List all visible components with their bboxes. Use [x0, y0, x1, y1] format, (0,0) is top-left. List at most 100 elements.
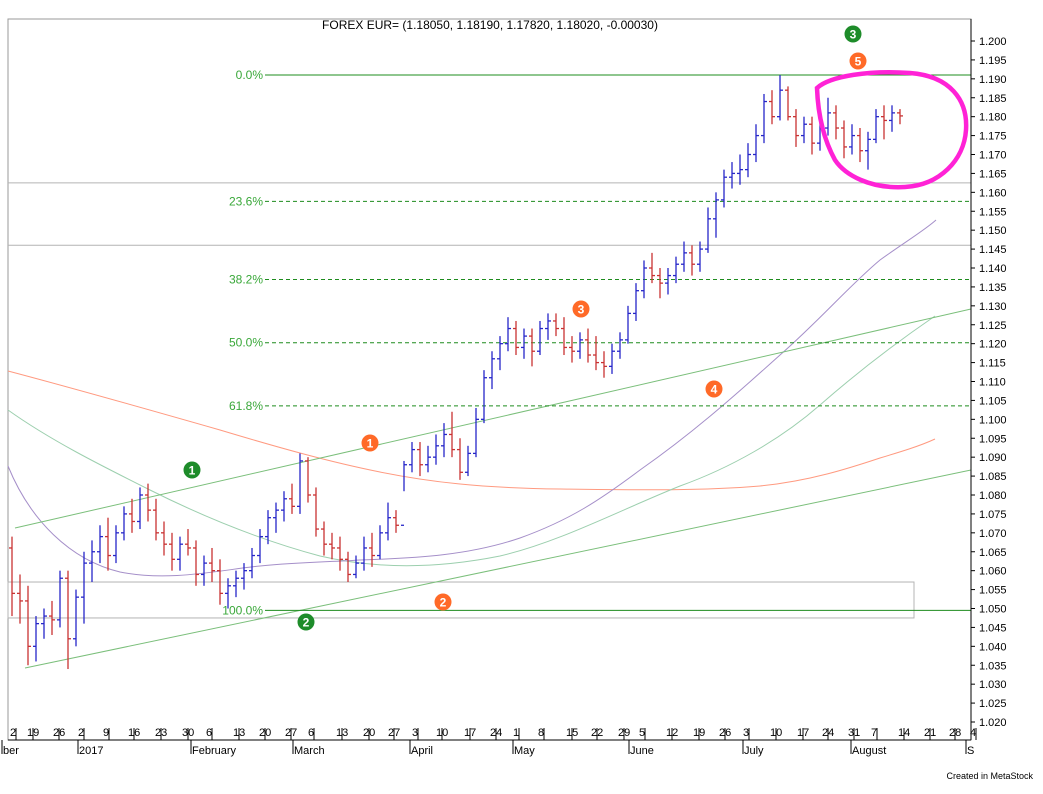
x-day-label: 23 — [155, 727, 167, 739]
wave-badge-text: 3 — [850, 28, 857, 42]
ohlc-bar — [273, 502, 279, 533]
wave-marker-orange: 3 — [572, 300, 590, 318]
ohlc-bar — [497, 336, 503, 371]
x-day-label: 16 — [128, 727, 140, 739]
x-day-label: 10 — [436, 727, 448, 739]
y-tick-label: 1.045 — [979, 622, 1007, 634]
x-day-label: 6 — [206, 727, 212, 739]
ohlc-bar — [217, 559, 223, 605]
ohlc-bar — [633, 283, 639, 321]
ohlc-bar — [561, 317, 567, 356]
ohlc-bar — [769, 90, 775, 125]
ohlc-bar — [233, 570, 239, 598]
ohlc-bar — [673, 256, 679, 284]
gray-range-box — [7, 581, 915, 619]
ohlc-bar — [425, 445, 431, 473]
x-day-label: 4 — [970, 727, 976, 739]
x-day-label: 2 — [10, 727, 16, 739]
ohlc-bar — [801, 116, 807, 144]
ohlc-bar — [873, 109, 879, 144]
wave-badge-circle — [434, 593, 452, 611]
wave-badge-circle — [849, 52, 867, 70]
y-tick-label: 1.085 — [979, 471, 1007, 483]
ohlc-bar — [833, 105, 839, 140]
y-tick-label: 1.150 — [979, 225, 1007, 237]
x-day-label: 3 — [743, 727, 749, 739]
x-day-label: 24 — [822, 727, 834, 739]
ohlc-bar — [33, 616, 39, 662]
ohlc-bar — [9, 536, 15, 617]
y-tick-label: 1.130 — [979, 301, 1007, 313]
moving-average-line — [7, 315, 936, 567]
wave-badge-text: 1 — [367, 437, 374, 451]
y-tick-label: 1.180 — [979, 112, 1007, 124]
ohlc-bar — [113, 525, 119, 564]
x-month-label: S — [967, 745, 974, 757]
ohlc-bar — [505, 317, 511, 352]
ohlc-bar — [161, 521, 167, 556]
y-tick-label: 1.170 — [979, 150, 1007, 162]
wave-badge-circle — [183, 461, 201, 479]
ohlc-bar — [401, 460, 407, 526]
x-month-label: April — [411, 745, 433, 757]
x-day-label: 27 — [388, 727, 400, 739]
ohlc-bar — [865, 131, 871, 170]
ohlc-bar — [409, 442, 415, 473]
y-tick-label: 1.175 — [979, 131, 1007, 143]
wave-badge-circle — [705, 380, 723, 398]
ohlc-bar — [745, 143, 751, 178]
ohlc-bar — [393, 510, 399, 533]
ohlc-bar — [321, 521, 327, 556]
ohlc-bar — [57, 570, 63, 628]
wave-badge-circle — [572, 300, 590, 318]
ohlc-bar — [337, 536, 343, 571]
x-day-label: 17 — [464, 727, 476, 739]
y-tick-label: 1.135 — [979, 282, 1007, 294]
ohlc-bar — [793, 109, 799, 147]
y-tick-label: 1.160 — [979, 187, 1007, 199]
ohlc-bar — [305, 457, 311, 503]
y-tick-label: 1.125 — [979, 320, 1007, 332]
x-month-label: June — [630, 745, 654, 757]
ohlc-bar — [473, 407, 479, 458]
ohlc-bar — [513, 320, 519, 356]
ohlc-bar — [281, 491, 287, 522]
x-day-label: 8 — [538, 727, 544, 739]
plot-frame — [7, 18, 972, 741]
x-day-label: 26 — [53, 727, 65, 739]
ohlc-bar — [169, 532, 175, 571]
y-tick-label: 1.140 — [979, 263, 1007, 275]
y-tick-label: 1.100 — [979, 414, 1007, 426]
ohlc-bar — [665, 268, 671, 295]
y-tick-label: 1.060 — [979, 566, 1007, 578]
x-day-label: 5 — [639, 727, 645, 739]
ohlc-bar — [697, 241, 703, 272]
y-tick-label: 1.145 — [979, 244, 1007, 256]
ohlc-bar — [489, 351, 495, 390]
ohlc-bar — [249, 547, 255, 579]
x-day-label: 7 — [871, 727, 877, 739]
y-tick-label: 1.035 — [979, 660, 1007, 672]
ohlc-bar — [153, 498, 159, 541]
ohlc-bar — [289, 483, 295, 514]
x-day-label: 19 — [27, 727, 39, 739]
ohlc-bar — [657, 268, 663, 299]
highlight-circle — [814, 70, 969, 190]
ohlc-bar — [825, 97, 831, 136]
moving-average-line — [7, 219, 937, 577]
ohlc-bar — [481, 370, 487, 424]
ohlc-bar — [753, 124, 759, 163]
y-tick-label: 1.110 — [979, 377, 1006, 389]
y-tick-label: 1.195 — [979, 55, 1007, 67]
x-month-label: August — [852, 745, 886, 757]
x-day-label: 14 — [898, 727, 910, 739]
ohlc-bar — [521, 328, 527, 359]
ohlc-bar — [145, 483, 151, 522]
ohlc-bar — [585, 328, 591, 363]
ohlc-bar — [105, 517, 111, 571]
ohlc-bar — [433, 434, 439, 465]
ohlc-bar — [385, 502, 391, 541]
y-tick-label: 1.075 — [979, 509, 1007, 521]
ohlc-bar — [49, 600, 55, 635]
x-day-label: 2 — [78, 727, 84, 739]
